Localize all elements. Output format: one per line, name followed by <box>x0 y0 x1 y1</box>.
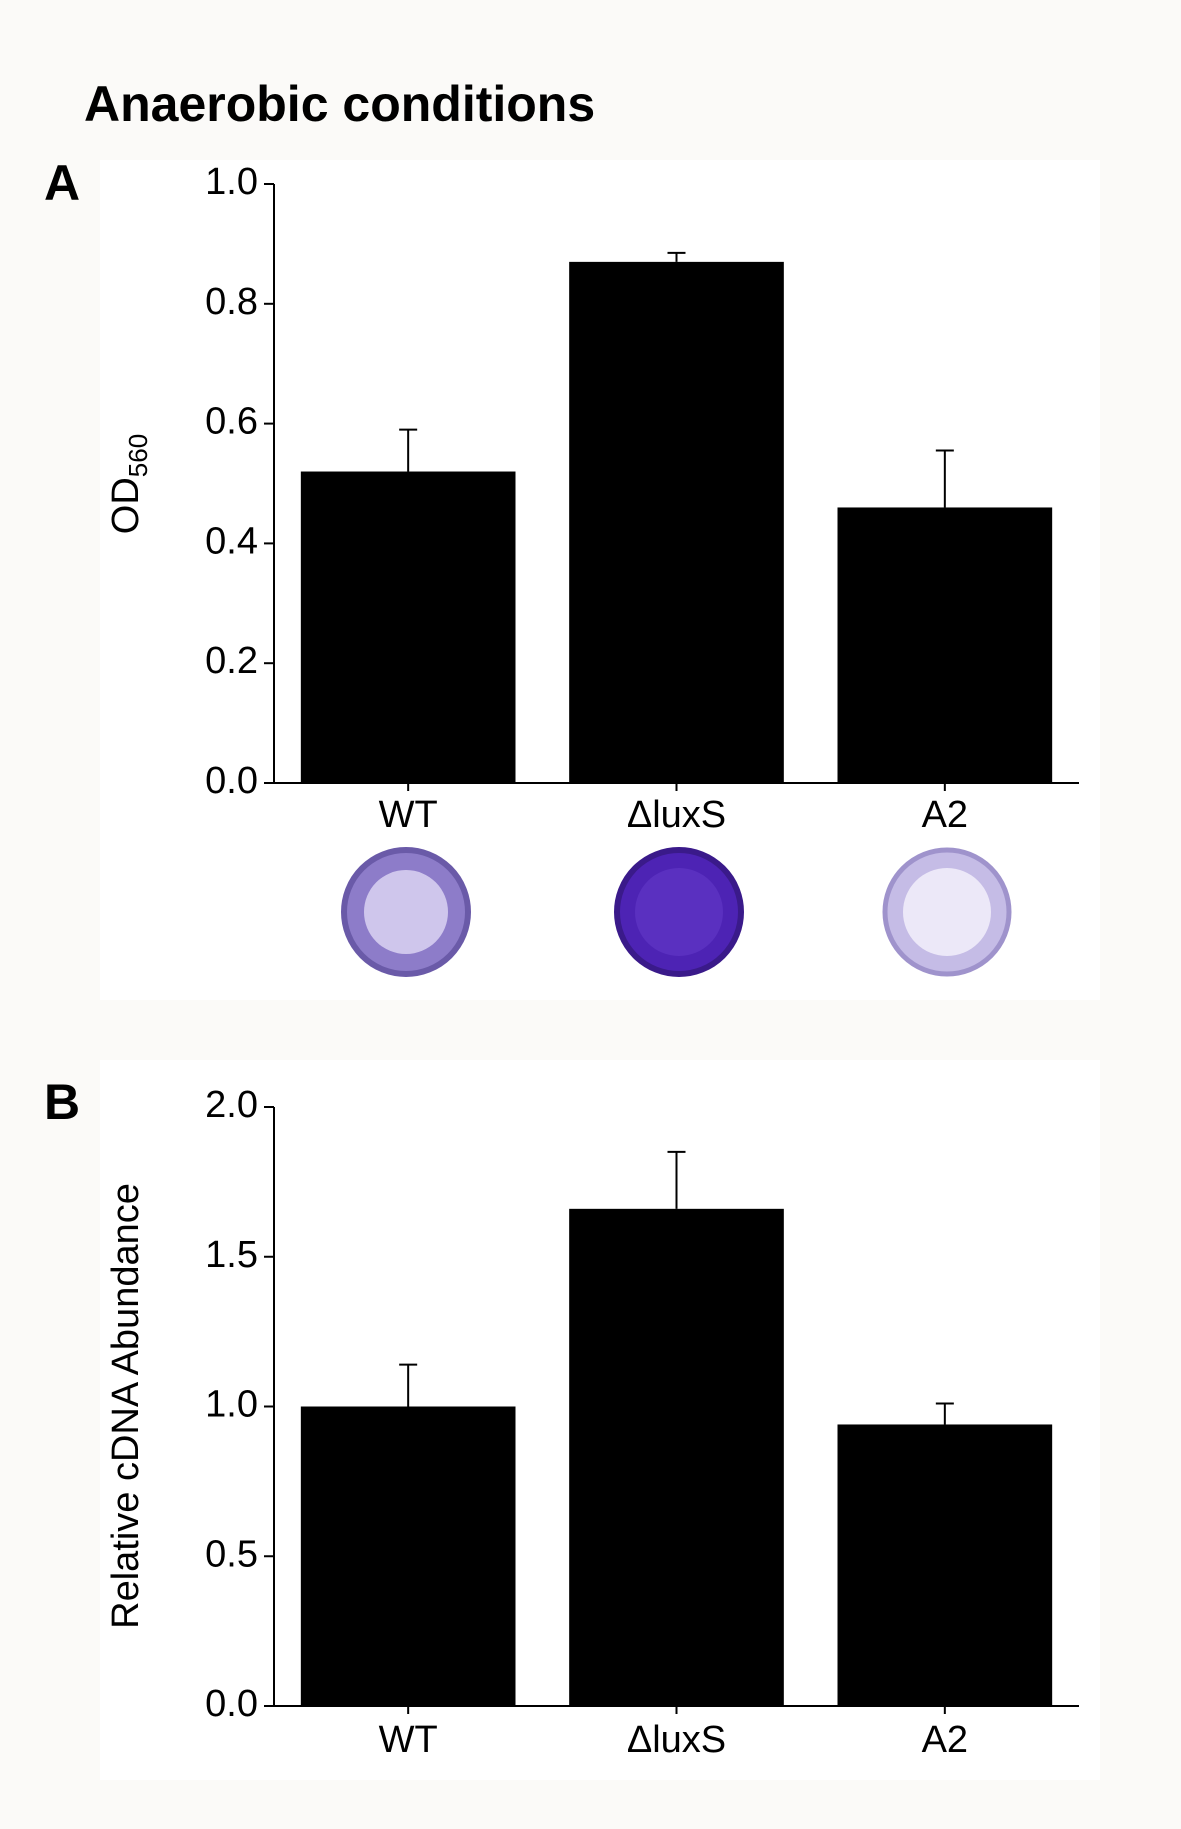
y-axis-label: Relative cDNA Abundance <box>105 1183 147 1629</box>
panel-label: B <box>44 1074 80 1130</box>
x-tick-label: A2 <box>922 1719 968 1761</box>
error-bar <box>399 428 418 472</box>
y-tick-label: 2.0 <box>205 1084 258 1126</box>
bar <box>569 1208 784 1706</box>
error-bar <box>667 1150 686 1209</box>
well-center <box>364 870 448 954</box>
error-bar <box>667 251 686 262</box>
bar <box>569 261 784 783</box>
y-tick-label: 0.4 <box>205 520 258 562</box>
y-tick-label: 0.2 <box>205 640 258 682</box>
y-axis-label-subscript: 560 <box>123 434 153 477</box>
x-tick-label: ΔluxS <box>627 794 726 836</box>
x-tick-label: WT <box>379 794 438 836</box>
error-bar <box>399 1363 418 1407</box>
bar <box>300 471 516 783</box>
y-tick-label: 1.5 <box>205 1234 258 1276</box>
y-axis-label: OD560 <box>105 434 153 534</box>
error-bar <box>935 449 954 508</box>
well-center <box>903 868 991 956</box>
y-axis-label-text: OD <box>105 477 147 534</box>
y-tick-label: 0.5 <box>205 1533 258 1575</box>
bar <box>837 507 1053 783</box>
panel-label: A <box>44 155 80 211</box>
error-bar <box>935 1402 954 1425</box>
x-tick-label: A2 <box>922 794 968 836</box>
y-tick-label: 0.0 <box>205 1683 258 1725</box>
y-tick-label: 1.0 <box>205 161 258 203</box>
well-center <box>635 868 723 956</box>
y-axis-label-text: Relative cDNA Abundance <box>105 1183 147 1629</box>
figure-title: Anaerobic conditions <box>84 76 595 132</box>
biofilm-wells <box>334 846 1019 978</box>
y-tick-label: 1.0 <box>205 1384 258 1426</box>
x-tick-label: ΔluxS <box>627 1719 726 1761</box>
y-tick-label: 0.6 <box>205 401 258 443</box>
y-tick-label: 0.0 <box>205 760 258 802</box>
x-tick-label: WT <box>379 1719 438 1761</box>
y-tick-label: 0.8 <box>205 281 258 323</box>
bar <box>300 1406 516 1706</box>
bar <box>837 1424 1053 1706</box>
